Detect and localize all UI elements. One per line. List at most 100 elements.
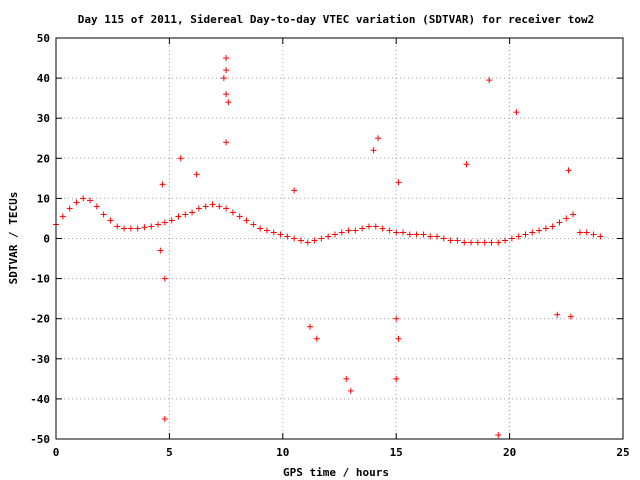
data-point (193, 171, 200, 178)
y-tick-labels: -50 -40 -30 -20 -10 0 10 20 30 40 50 (30, 32, 50, 446)
data-point (365, 223, 372, 230)
data-point (297, 237, 304, 244)
data-point (434, 233, 441, 240)
data-point (393, 315, 400, 322)
data-point (263, 227, 270, 234)
y-tick-label: -10 (30, 273, 50, 286)
data-point (182, 211, 189, 218)
data-point (556, 219, 563, 226)
chart-title: Day 115 of 2011, Sidereal Day-to-day VTE… (78, 13, 595, 26)
data-point (66, 205, 73, 212)
data-point (463, 161, 470, 168)
data-point (161, 219, 168, 226)
y-tick-label: -20 (30, 313, 50, 326)
data-point (223, 91, 230, 98)
data-point (515, 233, 522, 240)
data-point (59, 213, 66, 220)
data-point (291, 235, 298, 242)
data-point (148, 223, 155, 230)
data-point (563, 215, 570, 222)
data-point (400, 229, 407, 236)
x-tick-label: 5 (166, 446, 173, 459)
data-point (331, 231, 338, 238)
data-point (155, 221, 162, 228)
data-point (395, 179, 402, 186)
data-point (307, 323, 314, 330)
data-point (393, 229, 400, 236)
grid-lines (56, 38, 623, 439)
data-point (93, 203, 100, 210)
data-point (413, 231, 420, 238)
data-point (223, 67, 230, 74)
data-point (243, 217, 250, 224)
x-tick-labels: 0 5 10 15 20 25 (53, 446, 630, 459)
data-point (347, 387, 354, 394)
data-point (406, 231, 413, 238)
data-point (202, 203, 209, 210)
data-point (576, 229, 583, 236)
data-point (134, 225, 141, 232)
data-point (513, 109, 520, 116)
data-point (370, 147, 377, 154)
data-point (338, 229, 345, 236)
data-point (454, 237, 461, 244)
data-point (291, 187, 298, 194)
data-point (250, 221, 257, 228)
data-point (495, 431, 502, 438)
data-point (127, 225, 134, 232)
data-point (481, 239, 488, 246)
data-point (440, 235, 447, 242)
data-point (209, 201, 216, 208)
axis-ticks (55, 37, 624, 440)
y-tick-label: -40 (30, 393, 50, 406)
data-point (318, 235, 325, 242)
data-point (529, 229, 536, 236)
data-point (159, 181, 166, 188)
y-tick-label: 0 (43, 233, 50, 246)
data-point (486, 77, 493, 84)
x-tick-label: 25 (616, 446, 629, 459)
data-point (379, 225, 386, 232)
y-tick-label: 40 (37, 72, 50, 85)
data-point (236, 213, 243, 220)
data-point (468, 239, 475, 246)
data-point (395, 335, 402, 342)
x-tick-label: 15 (390, 446, 403, 459)
data-point (304, 239, 311, 246)
data-point (522, 231, 529, 238)
data-point (474, 239, 481, 246)
data-point (157, 247, 164, 254)
data-point (447, 237, 454, 244)
data-point (87, 197, 94, 204)
data-point (420, 231, 427, 238)
plot-frame (55, 37, 624, 440)
data-point (121, 225, 128, 232)
data-point (567, 313, 574, 320)
data-point (189, 209, 196, 216)
data-point (195, 205, 202, 212)
data-point (343, 375, 350, 382)
data-point (80, 195, 87, 202)
data-point (345, 227, 352, 234)
data-point (488, 239, 495, 246)
data-point (508, 235, 515, 242)
x-tick-label: 0 (53, 446, 60, 459)
y-axis-label: SDTVAR / TECUs (7, 192, 20, 285)
y-tick-label: 50 (37, 32, 50, 45)
data-point (311, 237, 318, 244)
data-point (590, 231, 597, 238)
data-point (100, 211, 107, 218)
data-point (220, 75, 227, 82)
data-point (223, 205, 230, 212)
data-point (225, 99, 232, 106)
data-point (177, 155, 184, 162)
data-point (386, 227, 393, 234)
data-point (277, 231, 284, 238)
data-point (223, 139, 230, 146)
data-point (73, 199, 80, 206)
data-point (549, 223, 556, 230)
data-point (542, 225, 549, 232)
data-point (229, 209, 236, 216)
data-point (554, 311, 561, 318)
